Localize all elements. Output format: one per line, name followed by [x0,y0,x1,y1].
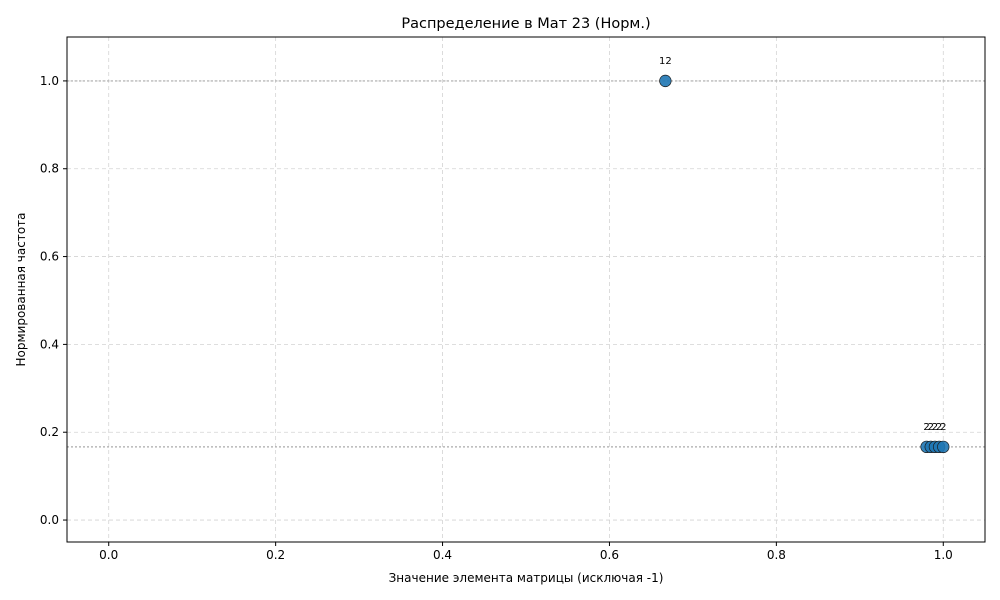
x-axis-label: Значение элемента матрицы (исключая -1) [389,571,664,585]
y-tick-label: 0.6 [40,250,59,264]
grid [67,37,985,542]
y-tick-label: 0.8 [40,162,59,176]
reference-lines [67,80,985,448]
x-axis-ticks: 0.0 0.2 0.4 0.6 0.8 1.0 [99,542,953,562]
data-label: 12 [659,56,672,67]
data-label: 2 [940,422,946,433]
y-tick-label: 0.4 [40,337,59,351]
data-points [659,74,950,453]
chart-title: Распределение в Мат 23 (Норм.) [401,16,650,32]
y-tick-label: 0.2 [40,425,59,439]
y-tick-label: 0.0 [40,513,59,527]
data-label: 2 [932,422,938,433]
x-tick-label: 0.6 [600,548,619,562]
plot-area-frame [66,36,986,543]
data-label: 2 [928,422,934,433]
x-tick-label: 0.2 [266,548,285,562]
y-tick-label: 1.0 [40,74,59,88]
x-tick-label: 0.0 [99,548,118,562]
x-tick-label: 1.0 [934,548,953,562]
data-label: 2 [923,422,929,433]
data-point [937,440,950,453]
x-tick-label: 0.4 [433,548,452,562]
y-axis-label: Нормированная частота [14,212,28,366]
data-point [659,74,672,88]
x-tick-label: 0.8 [767,548,786,562]
y-axis-ticks: 0.0 0.2 0.4 0.6 0.8 1.0 [40,74,67,527]
data-label: 2 [936,422,942,433]
